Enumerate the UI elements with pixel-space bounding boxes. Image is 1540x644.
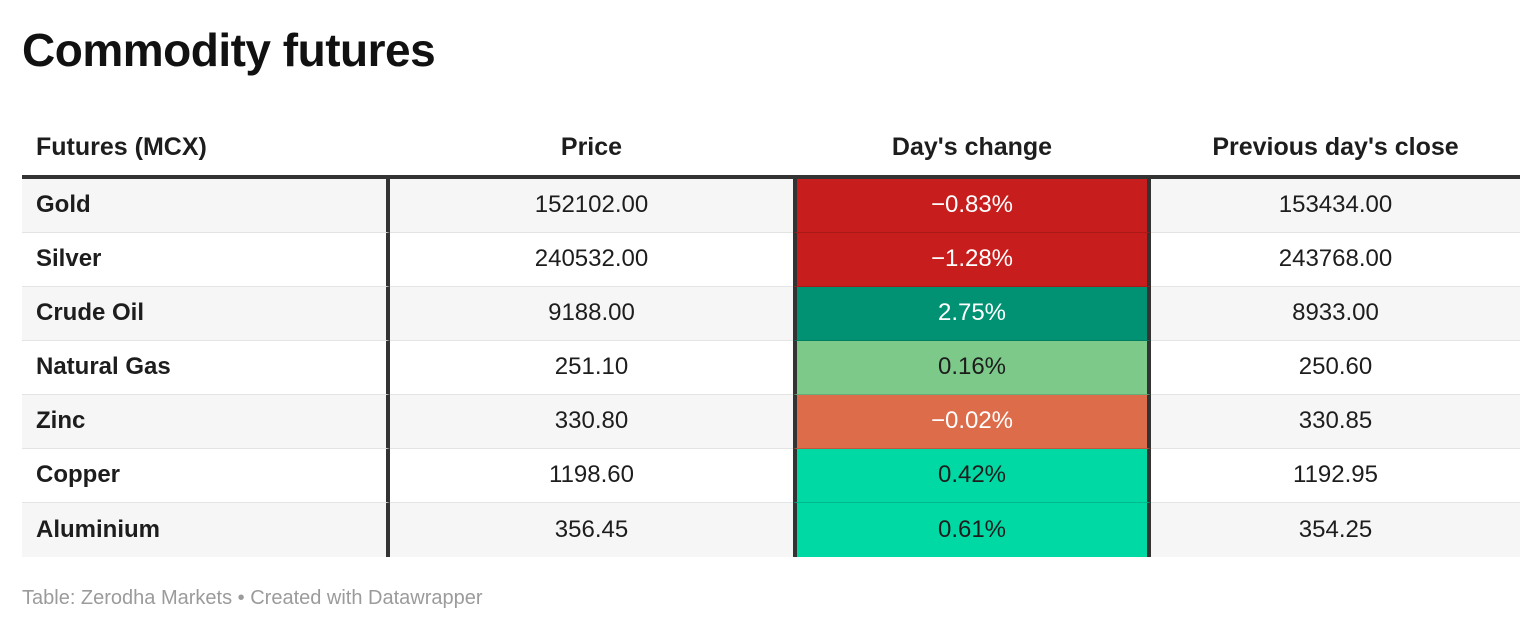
table-row: Aluminium 356.45 0.61% 354.25: [22, 502, 1520, 557]
commodity-name-cell: Zinc: [22, 394, 390, 449]
column-header-futures: Futures (MCX): [36, 133, 207, 162]
commodity-name-cell: Copper: [22, 448, 390, 503]
prev-close-cell: 354.25: [1151, 502, 1520, 557]
commodity-name-cell: Silver: [22, 232, 390, 287]
commodity-name-cell: Crude Oil: [22, 286, 390, 341]
column-header-price: Price: [560, 133, 623, 162]
table-header-row: Futures (MCX) Price Day's change Previou…: [22, 121, 1520, 179]
price-cell: 152102.00: [390, 178, 793, 233]
price-cell: 9188.00: [390, 286, 793, 341]
commodity-name-cell: Natural Gas: [22, 340, 390, 395]
change-cell: −1.28%: [793, 232, 1151, 287]
prev-close-cell: 153434.00: [1151, 178, 1520, 233]
price-cell: 240532.00: [390, 233, 793, 287]
change-cell: −0.83%: [793, 178, 1151, 233]
table-attribution: Table: Zerodha Markets • Created with Da…: [22, 586, 483, 609]
commodity-futures-table: Futures (MCX) Price Day's change Previou…: [22, 121, 1520, 557]
prev-close-cell: 330.85: [1151, 394, 1520, 449]
change-cell: 0.42%: [793, 448, 1151, 503]
commodity-name-cell: Aluminium: [22, 502, 390, 557]
table-row: Gold 152102.00 −0.83% 153434.00: [22, 178, 1520, 233]
column-header-prev-close: Previous day's close: [1212, 133, 1459, 162]
table-row: Silver 240532.00 −1.28% 243768.00: [22, 232, 1520, 287]
prev-close-cell: 1192.95: [1151, 449, 1520, 503]
commodity-name-cell: Gold: [22, 178, 390, 233]
table-row: Crude Oil 9188.00 2.75% 8933.00: [22, 286, 1520, 341]
price-cell: 251.10: [390, 341, 793, 395]
change-cell: −0.02%: [793, 394, 1151, 449]
prev-close-cell: 8933.00: [1151, 286, 1520, 341]
table-row: Natural Gas 251.10 0.16% 250.60: [22, 340, 1520, 395]
change-cell: 0.61%: [793, 502, 1151, 557]
table-row: Zinc 330.80 −0.02% 330.85: [22, 394, 1520, 449]
change-cell: 0.16%: [793, 340, 1151, 395]
prev-close-cell: 243768.00: [1151, 233, 1520, 287]
price-cell: 330.80: [390, 394, 793, 449]
price-cell: 1198.60: [390, 449, 793, 503]
page-title: Commodity futures: [22, 24, 436, 76]
price-cell: 356.45: [390, 502, 793, 557]
change-cell: 2.75%: [793, 286, 1151, 341]
column-header-days-change: Day's change: [891, 133, 1053, 162]
page: Commodity futures Futures (MCX) Price Da…: [22, 24, 1520, 557]
prev-close-cell: 250.60: [1151, 341, 1520, 395]
table-row: Copper 1198.60 0.42% 1192.95: [22, 448, 1520, 503]
